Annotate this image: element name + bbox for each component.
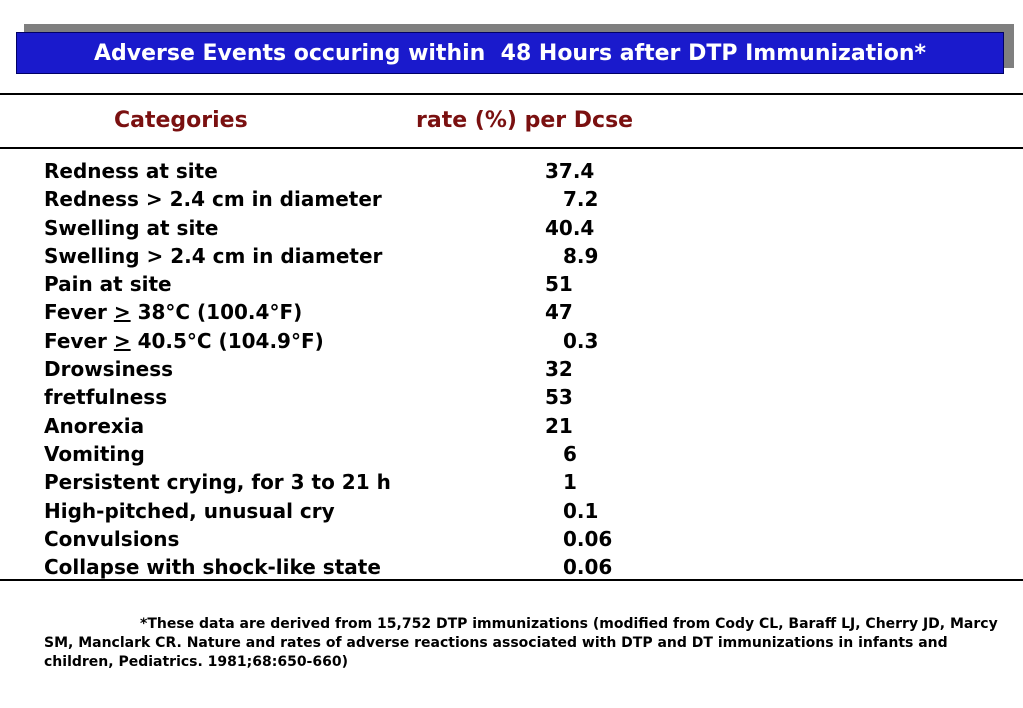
row-value: 0.1 <box>563 498 599 523</box>
table-row: Pain at site 51 <box>0 272 1023 300</box>
row-label: High-pitched, unusual cry <box>44 498 335 523</box>
row-value: 8.9 <box>563 243 599 268</box>
table-row: Collapse with shock-like state 0.06 <box>0 555 1023 583</box>
table-row: Convulsions 0.06 <box>0 527 1023 555</box>
row-value: 51 <box>545 272 573 297</box>
row-label: Swelling > 2.4 cm in diameter <box>44 243 383 268</box>
gte-symbol: > <box>113 300 131 325</box>
row-label-text: 38°C (100.4°F) <box>130 300 303 325</box>
row-value: 6 <box>563 441 577 466</box>
table-row: High-pitched, unusual cry 0.1 <box>0 499 1023 527</box>
row-value: 40.4 <box>545 215 595 240</box>
title-banner: Adverse Events occuring within 48 Hours … <box>16 32 1004 74</box>
row-value: 0.06 <box>563 526 613 551</box>
table-row: Swelling at site 40.4 <box>0 216 1023 244</box>
table-row: Vomiting 6 <box>0 442 1023 470</box>
row-label: Redness > 2.4 cm in diameter <box>44 187 382 212</box>
row-label: fretfulness <box>44 385 168 410</box>
table-row: Swelling > 2.4 cm in diameter 8.9 <box>0 244 1023 272</box>
table-row: Redness at site 37.4 <box>0 159 1023 187</box>
row-label-text: Fever <box>44 328 114 353</box>
row-value: 21 <box>545 413 573 438</box>
row-value: 37.4 <box>545 159 595 183</box>
table-row: Fever > 40.5°C (104.9°F) 0.3 <box>0 329 1023 357</box>
row-label: Fever > 38°C (100.4°F) <box>44 300 302 324</box>
column-header-rate: rate (%) per Dcse <box>416 108 634 133</box>
row-value: 32 <box>545 357 573 382</box>
row-label-text: Fever <box>44 300 114 325</box>
table-row: Drowsiness 32 <box>0 357 1023 385</box>
table-row: Fever > 38°C (100.4°F) 47 <box>0 300 1023 328</box>
row-label: Fever > 40.5°C (104.9°F) <box>44 329 324 353</box>
row-label: Vomiting <box>44 441 145 466</box>
row-value: 0.06 <box>563 555 613 580</box>
table-row: Redness > 2.4 cm in diameter 7.2 <box>0 187 1023 215</box>
row-label: Convulsions <box>44 526 180 551</box>
table-top-rule <box>0 93 1023 95</box>
row-label: Drowsiness <box>44 357 174 382</box>
table-row: Persistent crying, for 3 to 21 h 1 <box>0 470 1023 498</box>
row-label: Pain at site <box>44 272 172 297</box>
row-label-text: 40.5°C (104.9°F) <box>130 328 324 353</box>
table-row: Anorexia 21 <box>0 414 1023 442</box>
row-value: 0.3 <box>563 328 599 353</box>
row-value: 1 <box>563 470 577 495</box>
page-title: Adverse Events occuring within 48 Hours … <box>93 40 927 66</box>
row-value: 7.2 <box>563 187 599 212</box>
table-body: Redness at site 37.4 Redness > 2.4 cm in… <box>0 159 1023 583</box>
gte-symbol: > <box>113 328 131 353</box>
row-value: 47 <box>545 300 573 325</box>
row-label: Swelling at site <box>44 215 219 240</box>
row-label: Persistent crying, for 3 to 21 h <box>44 470 391 495</box>
table-row: fretfulness 53 <box>0 385 1023 413</box>
row-value: 53 <box>545 385 573 410</box>
table-bottom-rule <box>0 579 1023 581</box>
table-header-rule <box>0 147 1023 149</box>
row-label: Anorexia <box>44 413 145 438</box>
footnote: *These data are derived from 15,752 DTP … <box>44 616 998 670</box>
column-header-categories: Categories <box>114 108 248 133</box>
row-label: Redness at site <box>44 159 218 183</box>
row-label: Collapse with shock-like state <box>44 555 381 580</box>
